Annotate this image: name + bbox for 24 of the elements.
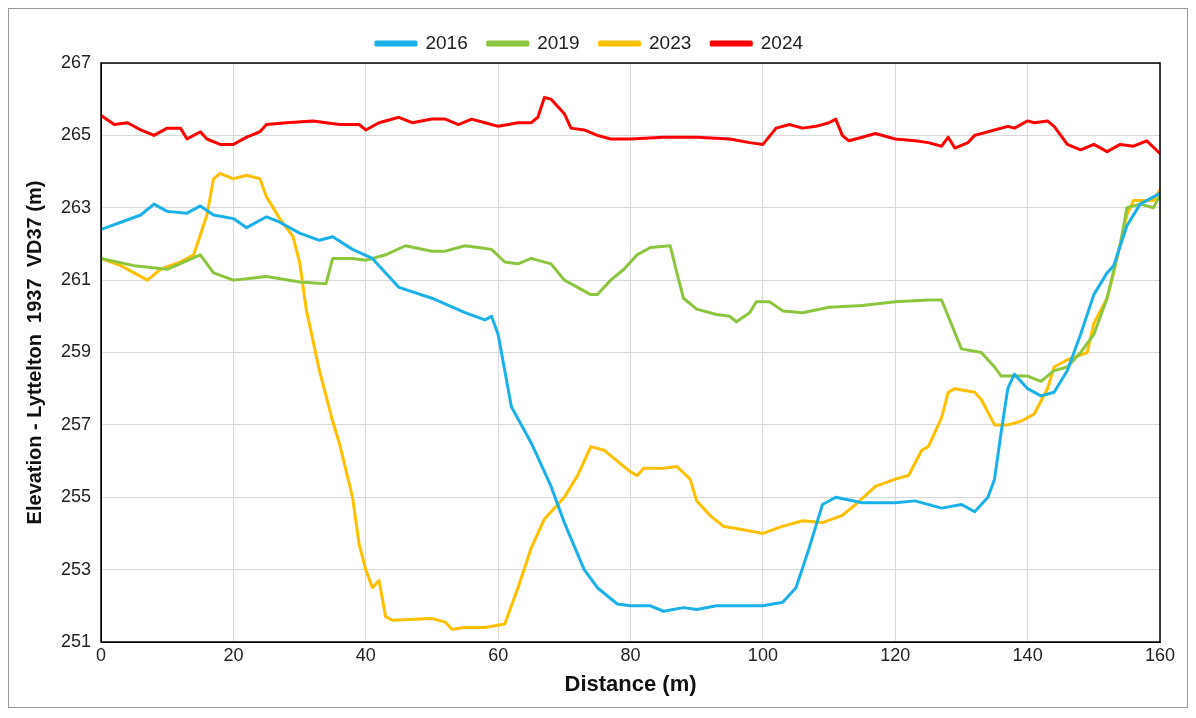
y-tick-label: 265 [60,124,92,145]
y-tick-label: 267 [60,51,92,72]
x-tick-label: 160 [1144,644,1176,665]
y-tick-label: 255 [60,486,92,507]
y-tick-label: 261 [60,269,92,290]
x-tick-label: 80 [620,644,641,665]
x-tick-label: 40 [355,644,376,665]
y-axis-title: Elevation - Lyttelton 1937 VD37 (m) [22,180,45,525]
y-tick-label: 257 [60,413,92,434]
y-tick-label: 263 [60,196,92,217]
y-tick-label: 259 [60,341,92,362]
legend-label: 2023 [649,31,692,53]
x-tick-label: 60 [488,644,509,665]
legend-label: 2024 [760,31,804,53]
x-tick-label: 0 [96,644,107,665]
legend-label: 2016 [425,31,468,53]
x-tick-label: 140 [1012,644,1043,665]
x-tick-label: 20 [223,644,244,665]
legend-label: 2019 [537,31,580,53]
x-axis-title: Distance (m) [564,670,697,696]
y-tick-label: 253 [60,558,92,579]
x-tick-label: 120 [880,644,911,665]
x-tick-label: 100 [747,644,778,665]
y-tick-label: 251 [60,630,92,651]
